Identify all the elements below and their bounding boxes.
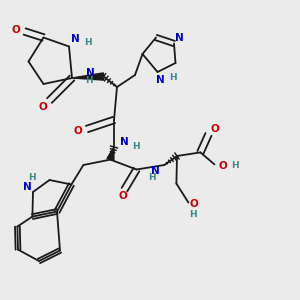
Text: O: O xyxy=(12,25,21,35)
Text: O: O xyxy=(38,101,47,112)
Text: N: N xyxy=(175,33,184,43)
Text: N: N xyxy=(85,68,94,78)
Text: N: N xyxy=(71,34,80,44)
Text: H: H xyxy=(169,74,177,82)
Text: O: O xyxy=(218,161,227,171)
Text: N: N xyxy=(156,75,165,85)
Text: O: O xyxy=(74,125,82,136)
Text: O: O xyxy=(118,191,127,201)
Polygon shape xyxy=(72,73,104,80)
Text: H: H xyxy=(231,161,239,170)
Text: H: H xyxy=(132,142,140,151)
Text: O: O xyxy=(211,124,220,134)
Text: H: H xyxy=(189,210,197,219)
Text: N: N xyxy=(23,182,32,193)
Text: H: H xyxy=(28,173,35,182)
Text: O: O xyxy=(189,199,198,209)
Polygon shape xyxy=(107,147,114,160)
Text: H: H xyxy=(148,173,155,182)
Text: N: N xyxy=(151,166,160,176)
Text: H: H xyxy=(85,76,93,85)
Text: H: H xyxy=(84,38,92,47)
Text: N: N xyxy=(120,136,129,147)
